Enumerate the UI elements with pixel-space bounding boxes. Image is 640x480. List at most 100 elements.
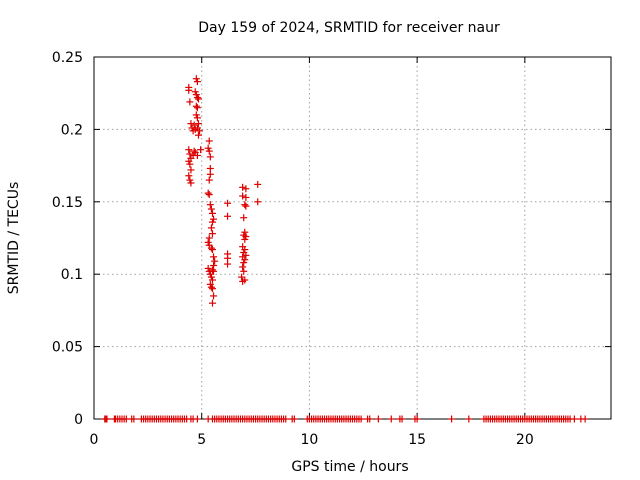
data-point bbox=[103, 415, 111, 423]
data-point bbox=[206, 170, 214, 178]
data-point bbox=[206, 153, 214, 161]
data-point bbox=[240, 259, 248, 267]
data-point bbox=[205, 147, 213, 155]
data-point bbox=[241, 201, 249, 209]
data-point bbox=[210, 292, 218, 300]
data-point bbox=[242, 185, 250, 193]
data-point bbox=[185, 86, 193, 94]
data-point bbox=[241, 235, 249, 243]
data-point bbox=[242, 251, 250, 259]
x-axis-label: GPS time / hours bbox=[291, 459, 408, 475]
data-point bbox=[210, 253, 218, 261]
chart-title: Day 159 of 2024, SRMTID for receiver nau… bbox=[198, 20, 500, 36]
data-point bbox=[208, 230, 216, 238]
data-point bbox=[207, 224, 215, 232]
data-point bbox=[366, 415, 374, 423]
data-point bbox=[387, 415, 395, 423]
y-tick-label: 0.25 bbox=[52, 50, 83, 66]
y-tick-label: 0.1 bbox=[61, 267, 83, 283]
data-point bbox=[208, 246, 216, 254]
data-point bbox=[193, 114, 201, 122]
data-point bbox=[208, 209, 216, 217]
y-tick-label: 0.2 bbox=[61, 122, 83, 138]
data-point bbox=[193, 94, 201, 102]
data-point bbox=[205, 234, 213, 242]
grid-lines bbox=[94, 57, 611, 419]
data-point bbox=[187, 120, 195, 128]
data-point bbox=[208, 266, 216, 274]
y-tick-label: 0 bbox=[74, 412, 83, 428]
data-point bbox=[204, 189, 212, 197]
data-point bbox=[194, 95, 202, 103]
y-tick-labels: 0 0.05 0.1 0.15 0.2 0.25 bbox=[52, 50, 83, 428]
x-tick-label: 20 bbox=[516, 432, 534, 448]
data-point bbox=[208, 218, 216, 226]
data-point bbox=[130, 415, 138, 423]
data-point bbox=[239, 192, 247, 200]
data-point bbox=[196, 127, 204, 135]
data-point bbox=[581, 415, 589, 423]
data-point bbox=[290, 415, 298, 423]
data-point bbox=[242, 202, 250, 210]
data-point bbox=[185, 172, 193, 180]
data-point bbox=[194, 131, 202, 139]
data-point bbox=[240, 214, 248, 222]
data-point bbox=[398, 415, 406, 423]
data-point bbox=[193, 415, 201, 423]
data-point bbox=[211, 257, 219, 265]
data-point bbox=[357, 415, 365, 423]
y-axis-label: SRMTID / TECUs bbox=[6, 182, 22, 295]
axis-ticks bbox=[93, 56, 611, 420]
data-point bbox=[254, 198, 262, 206]
data-point bbox=[205, 191, 213, 199]
data-point bbox=[194, 120, 202, 128]
data-point bbox=[205, 137, 213, 145]
x-tick-label: 0 bbox=[90, 432, 99, 448]
data-point bbox=[374, 415, 382, 423]
data-point bbox=[282, 415, 290, 423]
data-point bbox=[208, 285, 216, 293]
data-point bbox=[208, 276, 216, 284]
data-point bbox=[242, 193, 250, 201]
data-point bbox=[186, 160, 194, 168]
data-point bbox=[224, 260, 232, 268]
data-point bbox=[193, 104, 201, 112]
data-point bbox=[190, 147, 198, 155]
data-point bbox=[187, 166, 195, 174]
data-point bbox=[186, 150, 194, 158]
data-point bbox=[192, 102, 200, 110]
data-point bbox=[186, 98, 194, 106]
data-point bbox=[207, 244, 215, 252]
x-tick-label: 10 bbox=[301, 432, 319, 448]
data-point bbox=[193, 151, 201, 159]
data-point bbox=[239, 263, 247, 271]
data-point bbox=[413, 415, 421, 423]
data-point bbox=[205, 176, 213, 184]
x-tick-label: 15 bbox=[408, 432, 426, 448]
data-point bbox=[210, 267, 218, 275]
data-point bbox=[224, 199, 232, 207]
y-tick-label: 0.15 bbox=[52, 195, 83, 211]
data-point bbox=[193, 78, 201, 86]
plot-frame bbox=[93, 56, 612, 420]
data-points bbox=[101, 75, 589, 423]
data-point bbox=[465, 415, 473, 423]
data-point bbox=[207, 283, 215, 291]
data-point bbox=[239, 183, 247, 191]
data-point bbox=[570, 415, 578, 423]
y-tick-label: 0.05 bbox=[52, 340, 83, 356]
data-point bbox=[207, 205, 215, 213]
data-point bbox=[208, 299, 216, 307]
data-point bbox=[448, 415, 456, 423]
x-tick-label: 5 bbox=[197, 432, 206, 448]
data-point bbox=[185, 146, 193, 154]
data-point bbox=[197, 146, 205, 154]
data-point bbox=[254, 180, 262, 188]
data-point bbox=[224, 212, 232, 220]
data-point bbox=[206, 201, 214, 209]
data-point bbox=[187, 179, 195, 187]
x-tick-labels: 0 5 10 15 20 bbox=[90, 432, 534, 448]
data-point bbox=[240, 267, 248, 275]
data-point bbox=[239, 277, 247, 285]
